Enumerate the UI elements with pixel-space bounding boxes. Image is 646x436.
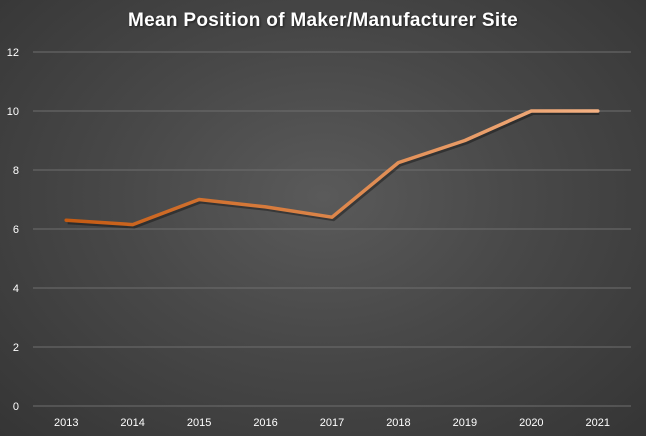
x-tick-label: 2017 — [320, 417, 344, 429]
series-line-shadow — [67, 111, 600, 229]
y-axis-tick-labels: 0 2 4 6 8 10 12 — [7, 47, 19, 413]
x-tick-label: 2015 — [187, 417, 211, 429]
x-tick-label: 2016 — [253, 417, 277, 429]
y-tick-label: 2 — [13, 342, 19, 354]
y-tick-label: 12 — [7, 47, 19, 59]
y-tick-label: 0 — [13, 401, 19, 413]
series-layer — [64, 109, 600, 229]
x-tick-label: 2018 — [386, 417, 410, 429]
x-tick-label: 2019 — [453, 417, 477, 429]
x-tick-label: 2021 — [586, 417, 610, 429]
y-tick-label: 10 — [7, 106, 19, 118]
gridlines — [33, 51, 631, 407]
x-tick-label: 2014 — [120, 417, 144, 429]
x-tick-label: 2020 — [519, 417, 543, 429]
y-tick-label: 6 — [13, 224, 19, 236]
y-tick-label: 8 — [13, 165, 19, 177]
chart-title: Mean Position of Maker/Manufacturer Site — [128, 10, 518, 31]
y-tick-label: 4 — [13, 283, 19, 295]
x-axis-tick-labels: 2013 2014 2015 2016 2017 2018 2019 2020 2021 — [54, 417, 610, 429]
series-line — [64, 109, 600, 227]
x-tick-label: 2013 — [54, 417, 78, 429]
